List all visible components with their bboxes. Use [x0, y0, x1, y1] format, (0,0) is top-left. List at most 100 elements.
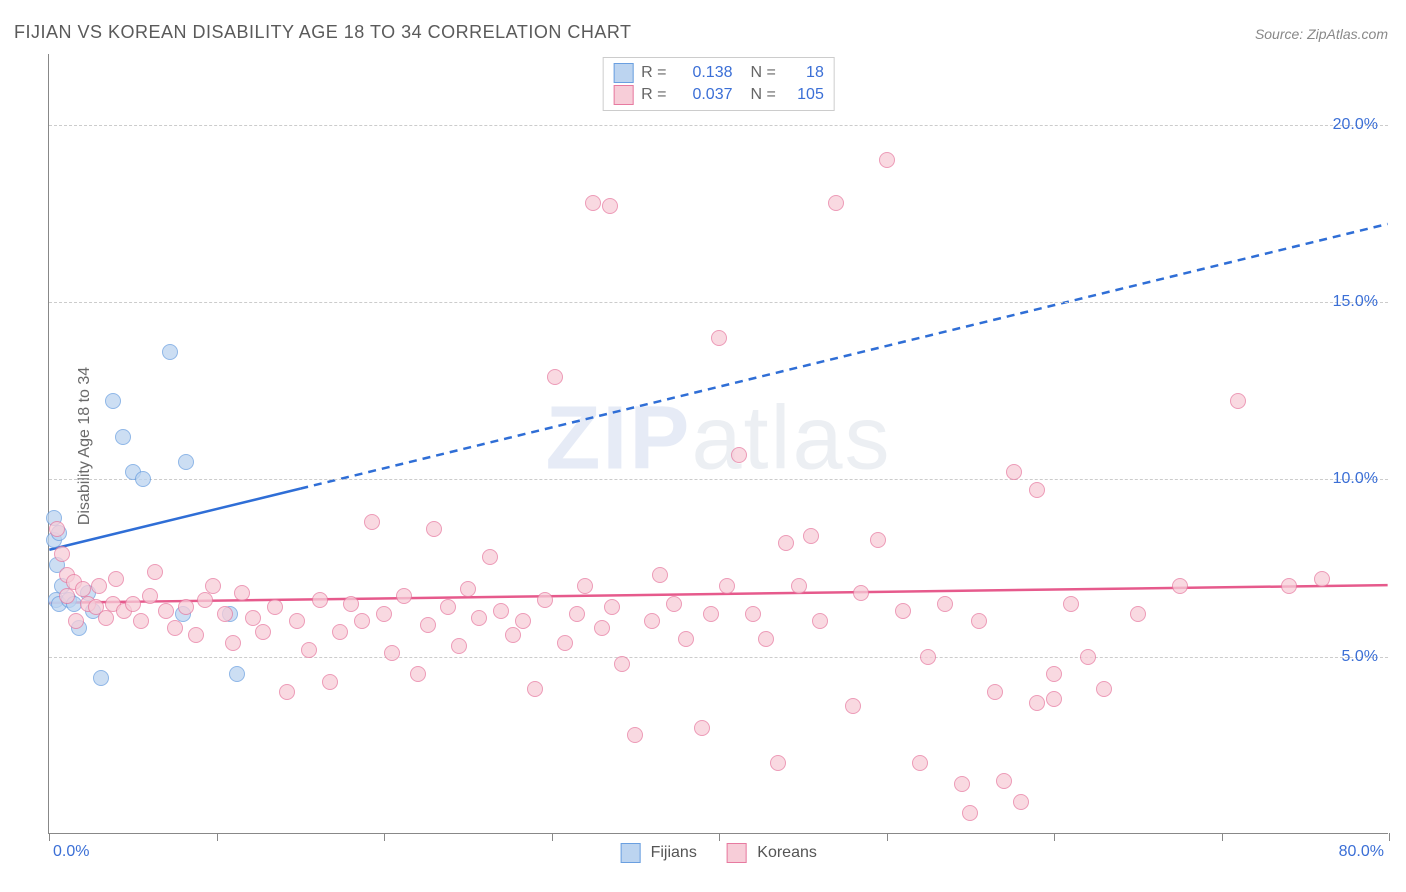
gridline: [49, 302, 1388, 303]
trend-lines: [49, 54, 1388, 833]
data-point: [493, 603, 509, 619]
gridline: [49, 479, 1388, 480]
data-point: [205, 578, 221, 594]
data-point: [59, 588, 75, 604]
data-point: [853, 585, 869, 601]
legend-swatch-fijians-bottom: [620, 843, 640, 863]
data-point: [420, 617, 436, 633]
data-point: [745, 606, 761, 622]
data-point: [812, 613, 828, 629]
data-point: [471, 610, 487, 626]
y-tick-label: 20.0%: [1333, 116, 1378, 134]
data-point: [267, 599, 283, 615]
data-point: [301, 642, 317, 658]
data-point: [312, 592, 328, 608]
data-point: [133, 613, 149, 629]
data-point: [652, 567, 668, 583]
legend-swatch-koreans-bottom: [727, 843, 747, 863]
data-point: [828, 195, 844, 211]
data-point: [125, 596, 141, 612]
source-label: Source: ZipAtlas.com: [1255, 26, 1388, 42]
data-point: [703, 606, 719, 622]
data-point: [440, 599, 456, 615]
data-point: [1063, 596, 1079, 612]
legend-row-fijians: R = 0.138 N = 18: [613, 62, 824, 84]
r-value-fijians: 0.138: [675, 64, 733, 82]
data-point: [115, 429, 131, 445]
data-point: [770, 755, 786, 771]
data-point: [188, 627, 204, 643]
data-point: [912, 755, 928, 771]
data-point: [162, 344, 178, 360]
data-point: [1172, 578, 1188, 594]
data-point: [91, 578, 107, 594]
chart-title: FIJIAN VS KOREAN DISABILITY AGE 18 TO 34…: [14, 22, 632, 43]
data-point: [98, 610, 114, 626]
data-point: [602, 198, 618, 214]
data-point: [376, 606, 392, 622]
data-point: [1281, 578, 1297, 594]
data-point: [614, 656, 630, 672]
data-point: [364, 514, 380, 530]
data-point: [225, 635, 241, 651]
x-tick: [887, 833, 888, 841]
legend-swatch-fijians: [613, 63, 633, 83]
data-point: [644, 613, 660, 629]
data-point: [147, 564, 163, 580]
plot-area: ZIPatlas R = 0.138 N = 18 R = 0.037 N = …: [48, 54, 1388, 834]
data-point: [870, 532, 886, 548]
data-point: [845, 698, 861, 714]
data-point: [569, 606, 585, 622]
data-point: [178, 454, 194, 470]
legend-item-koreans: Koreans: [727, 843, 817, 863]
r-value-koreans: 0.037: [675, 86, 733, 104]
x-tick: [1389, 833, 1390, 841]
data-point: [289, 613, 305, 629]
data-point: [197, 592, 213, 608]
data-point: [515, 613, 531, 629]
legend-correlation: R = 0.138 N = 18 R = 0.037 N = 105: [602, 57, 835, 111]
data-point: [1230, 393, 1246, 409]
x-tick: [49, 833, 50, 841]
data-point: [547, 369, 563, 385]
data-point: [527, 681, 543, 697]
chart-container: FIJIAN VS KOREAN DISABILITY AGE 18 TO 34…: [0, 0, 1406, 892]
data-point: [920, 649, 936, 665]
data-point: [354, 613, 370, 629]
data-point: [105, 393, 121, 409]
data-point: [217, 606, 233, 622]
x-tick: [719, 833, 720, 841]
data-point: [1029, 695, 1045, 711]
data-point: [482, 549, 498, 565]
x-tick: [1222, 833, 1223, 841]
data-point: [711, 330, 727, 346]
x-tick: [1054, 833, 1055, 841]
data-point: [678, 631, 694, 647]
data-point: [937, 596, 953, 612]
n-value-koreans: 105: [784, 86, 824, 104]
data-point: [343, 596, 359, 612]
data-point: [1013, 794, 1029, 810]
data-point: [279, 684, 295, 700]
data-point: [255, 624, 271, 640]
data-point: [322, 674, 338, 690]
data-point: [627, 727, 643, 743]
data-point: [778, 535, 794, 551]
data-point: [971, 613, 987, 629]
data-point: [384, 645, 400, 661]
data-point: [694, 720, 710, 736]
data-point: [719, 578, 735, 594]
y-tick-label: 15.0%: [1333, 293, 1378, 311]
data-point: [54, 546, 70, 562]
data-point: [135, 471, 151, 487]
x-tick: [552, 833, 553, 841]
data-point: [879, 152, 895, 168]
data-point: [245, 610, 261, 626]
data-point: [68, 613, 84, 629]
data-point: [1314, 571, 1330, 587]
data-point: [758, 631, 774, 647]
data-point: [1080, 649, 1096, 665]
data-point: [505, 627, 521, 643]
data-point: [803, 528, 819, 544]
data-point: [996, 773, 1012, 789]
